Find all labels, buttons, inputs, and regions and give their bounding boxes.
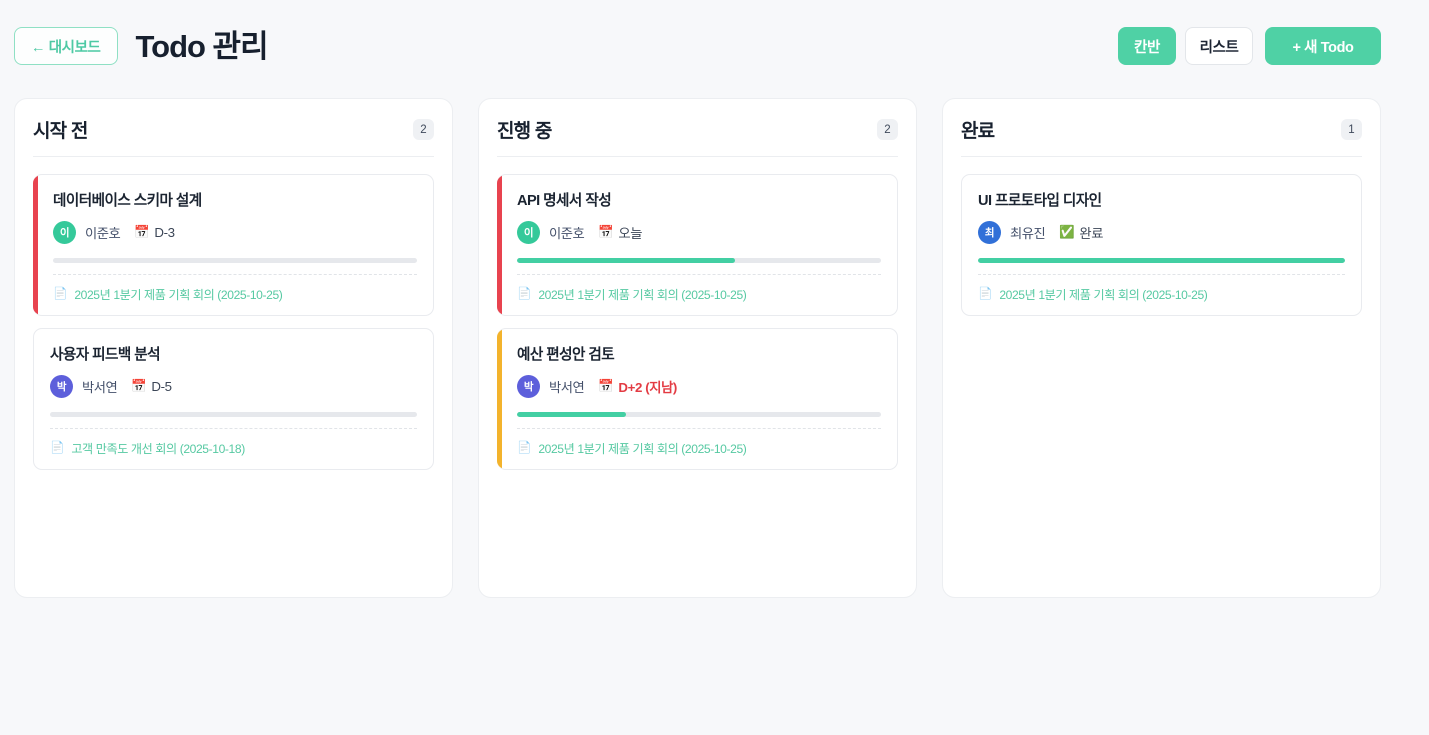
avatar: 박 [50,375,73,398]
progress-bar-track [517,258,881,263]
column-title: 완료 [961,121,995,142]
progress-bar-track [50,412,417,417]
new-todo-button[interactable]: + 새 Todo [1265,27,1381,65]
todo-meta: 이 이준호 📅 D-3 [53,221,417,244]
progress-bar-track [517,412,881,417]
kanban-board: 시작 전 2 데이터베이스 스키마 설계 이 이준호 📅 D-3 [0,92,1429,598]
todo-title: 사용자 피드백 분석 [50,347,161,363]
meeting-link[interactable]: 2025년 1분기 제품 기획 회의 (2025-10-25) [74,288,283,302]
column-count-badge: 1 [1341,119,1362,140]
due-date-group: 📅 오늘 [598,223,642,242]
todo-meta: 최 최유진 ✅ 완료 [978,221,1345,244]
todo-meta: 이 이준호 📅 오늘 [517,221,881,244]
priority-accent-bar [497,175,502,315]
due-date-label: 완료 [1079,226,1104,241]
progress-bar-track [53,258,417,263]
due-date-label: D+2 (지남) [618,380,677,395]
page-header: ← 대시보드 Todo 관리 칸반 리스트 + 새 Todo [0,0,1429,92]
meeting-link[interactable]: 고객 만족도 개선 회의 (2025-10-18) [71,442,245,456]
calendar-icon: 📅 [131,379,147,394]
due-date-label: 오늘 [618,226,643,241]
document-icon: 📄 [50,441,65,454]
todo-card[interactable]: UI 프로토타입 디자인 최 최유진 ✅ 완료 📄 2025년 1분기 제품 기… [961,174,1362,316]
progress-bar-track [978,258,1345,263]
document-icon: 📄 [517,287,532,300]
back-to-dashboard-button[interactable]: ← 대시보드 [14,27,118,65]
linked-meeting[interactable]: 📄 2025년 1분기 제품 기획 회의 (2025-10-25) [978,274,1345,303]
linked-meeting[interactable]: 📄 고객 만족도 개선 회의 (2025-10-18) [50,428,417,457]
kanban-column: 진행 중 2 API 명세서 작성 이 이준호 📅 오늘 [478,98,917,598]
todo-title: API 명세서 작성 [517,193,612,209]
due-date-group: 📅 D+2 (지남) [598,377,677,396]
tab-list-view[interactable]: 리스트 [1185,27,1253,65]
column-card-list: UI 프로토타입 디자인 최 최유진 ✅ 완료 📄 2025년 1분기 제품 기… [961,157,1362,316]
avatar: 최 [978,221,1001,244]
calendar-icon: 📅 [134,225,150,240]
assignee-name: 박서연 [82,380,118,395]
assignee-name: 최유진 [1010,226,1046,241]
todo-title: UI 프로토타입 디자인 [978,193,1102,209]
column-header: 완료 1 [961,116,1362,157]
column-header: 진행 중 2 [497,116,898,157]
meeting-link[interactable]: 2025년 1분기 제품 기획 회의 (2025-10-25) [538,442,747,456]
todo-title: 예산 편성안 검토 [517,347,615,363]
assignee-name: 이준호 [85,226,121,241]
column-title: 시작 전 [33,121,88,142]
todo-meta: 박 박서연 📅 D+2 (지남) [517,375,881,398]
column-header: 시작 전 2 [33,116,434,157]
todo-title: 데이터베이스 스키마 설계 [53,193,202,209]
assignee-name: 박서연 [549,380,585,395]
priority-accent-bar [497,329,502,469]
avatar: 이 [517,221,540,244]
column-title: 진행 중 [497,121,552,142]
linked-meeting[interactable]: 📄 2025년 1분기 제품 기획 회의 (2025-10-25) [517,428,881,457]
due-date-group: 📅 D-5 [131,379,172,394]
due-date-group: 📅 D-3 [134,225,175,240]
todo-card[interactable]: 데이터베이스 스키마 설계 이 이준호 📅 D-3 📄 2025년 1분기 제품… [33,174,434,316]
meeting-link[interactable]: 2025년 1분기 제품 기획 회의 (2025-10-25) [999,288,1208,302]
kanban-column: 시작 전 2 데이터베이스 스키마 설계 이 이준호 📅 D-3 [14,98,453,598]
page-title: Todo 관리 [135,28,269,64]
assignee-name: 이준호 [549,226,585,241]
meeting-link[interactable]: 2025년 1분기 제품 기획 회의 (2025-10-25) [538,288,747,302]
due-date-label: D-5 [151,379,172,394]
check-box-icon: ✅ [1059,225,1075,240]
todo-card[interactable]: 예산 편성안 검토 박 박서연 📅 D+2 (지남) 📄 2025년 1분기 제… [497,328,898,470]
linked-meeting[interactable]: 📄 2025년 1분기 제품 기획 회의 (2025-10-25) [517,274,881,303]
kanban-column: 완료 1 UI 프로토타입 디자인 최 최유진 ✅ 완료 [942,98,1381,598]
todo-meta: 박 박서연 📅 D-5 [50,375,417,398]
document-icon: 📄 [978,287,993,300]
calendar-icon: 📅 [598,379,614,394]
calendar-icon: 📅 [598,225,614,240]
due-date-label: D-3 [154,225,175,240]
document-icon: 📄 [517,441,532,454]
todo-card[interactable]: 사용자 피드백 분석 박 박서연 📅 D-5 📄 고객 만족도 개선 회의 (2… [33,328,434,470]
document-icon: 📄 [53,287,68,300]
column-card-list: 데이터베이스 스키마 설계 이 이준호 📅 D-3 📄 2025년 1분기 제품… [33,157,434,470]
header-actions: 칸반 리스트 + 새 Todo [1118,27,1381,65]
progress-bar-fill [517,412,627,417]
column-count-badge: 2 [877,119,898,140]
column-count-badge: 2 [413,119,434,140]
column-card-list: API 명세서 작성 이 이준호 📅 오늘 📄 2025년 1분기 제품 기획 … [497,157,898,470]
due-date-group: ✅ 완료 [1059,223,1103,242]
avatar: 이 [53,221,76,244]
progress-bar-fill [978,258,1345,263]
avatar: 박 [517,375,540,398]
todo-card[interactable]: API 명세서 작성 이 이준호 📅 오늘 📄 2025년 1분기 제품 기획 … [497,174,898,316]
tab-kanban-view[interactable]: 칸반 [1118,27,1176,65]
priority-accent-bar [33,175,38,315]
linked-meeting[interactable]: 📄 2025년 1분기 제품 기획 회의 (2025-10-25) [53,274,417,303]
progress-bar-fill [517,258,736,263]
